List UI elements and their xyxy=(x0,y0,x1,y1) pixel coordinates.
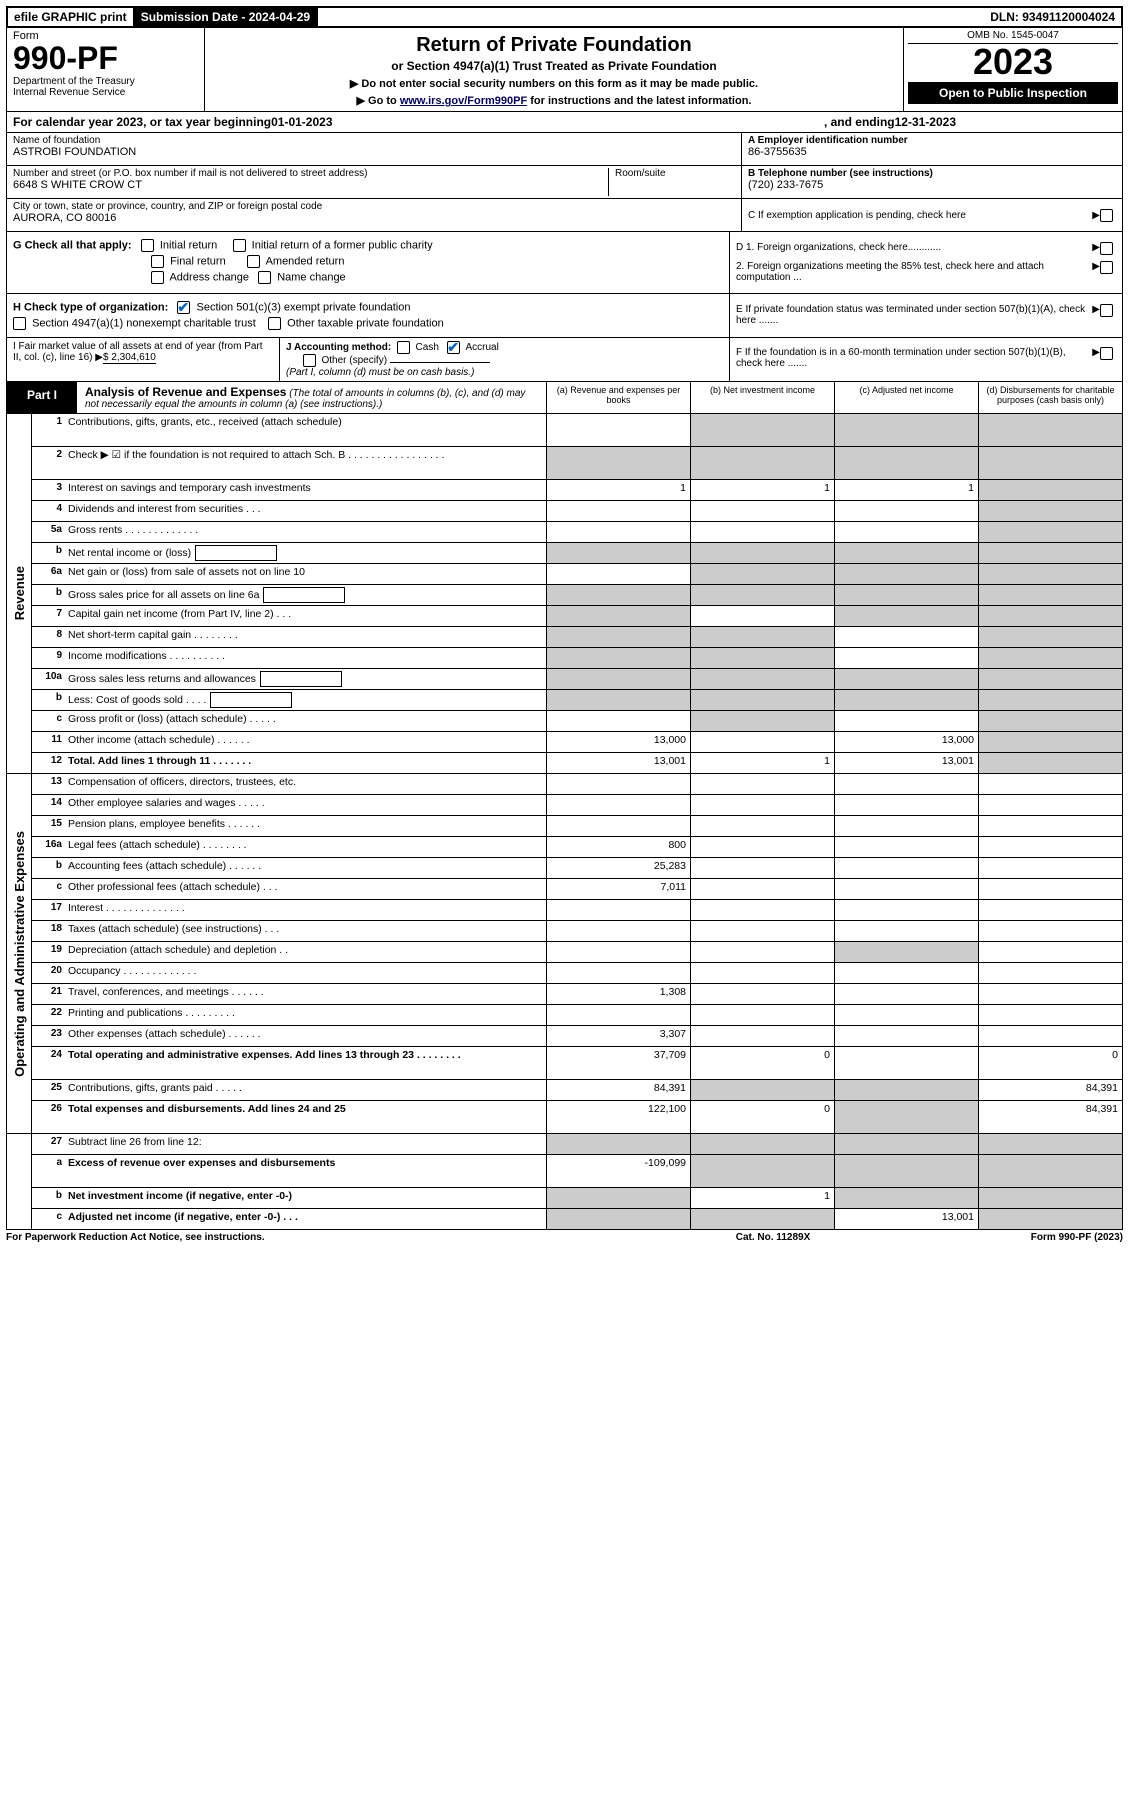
form-subtitle: or Section 4947(a)(1) Trust Treated as P… xyxy=(213,59,895,73)
h-4947[interactable] xyxy=(13,317,26,330)
g-final-return[interactable] xyxy=(151,255,164,268)
j-other[interactable] xyxy=(303,354,316,367)
d1-checkbox[interactable] xyxy=(1100,242,1113,255)
submission-date: Submission Date - 2024-04-29 xyxy=(135,8,318,26)
dln: DLN: 93491120004024 xyxy=(984,8,1121,26)
revenue-section: Revenue 1Contributions, gifts, grants, e… xyxy=(6,414,1123,774)
part-label: Part I xyxy=(7,382,77,413)
year-end: 12-31-2023 xyxy=(895,115,956,129)
expenses-section: Operating and Administrative Expenses 13… xyxy=(6,774,1123,1134)
checks-he: H Check type of organization: Section 50… xyxy=(6,294,1123,338)
name-label: Name of foundation xyxy=(13,135,735,146)
g-initial-former[interactable] xyxy=(233,239,246,252)
e-checkbox[interactable] xyxy=(1100,304,1113,317)
ein-value: 86-3755635 xyxy=(748,146,807,158)
form-title: Return of Private Foundation xyxy=(213,34,895,57)
ein-label: A Employer identification number xyxy=(748,135,908,146)
line27-section: 27Subtract line 26 from line 12: aExcess… xyxy=(6,1134,1123,1230)
room-label: Room/suite xyxy=(615,168,735,179)
street-address: 6648 S WHITE CROW CT xyxy=(13,179,608,191)
foundation-name: ASTROBI FOUNDATION xyxy=(13,146,735,158)
f-checkbox[interactable] xyxy=(1100,347,1113,360)
instr-1: ▶ Do not enter social security numbers o… xyxy=(213,77,895,90)
topbar: efile GRAPHIC print Submission Date - 20… xyxy=(6,6,1123,28)
h-501c3[interactable] xyxy=(177,301,190,314)
checks-ijf: I Fair market value of all assets at end… xyxy=(6,338,1123,382)
c-checkbox[interactable] xyxy=(1100,209,1113,222)
form-number: 990-PF xyxy=(13,42,198,74)
footer-mid: Cat. No. 11289X xyxy=(623,1232,923,1243)
part1-header: Part I Analysis of Revenue and Expenses … xyxy=(6,382,1123,414)
revenue-label: Revenue xyxy=(7,414,32,773)
g-amended[interactable] xyxy=(247,255,260,268)
col-a: (a) Revenue and expenses per books xyxy=(546,382,690,413)
city-label: City or town, state or province, country… xyxy=(13,201,735,212)
page-footer: For Paperwork Reduction Act Notice, see … xyxy=(6,1232,1123,1243)
phone-label: B Telephone number (see instructions) xyxy=(748,168,933,179)
footer-left: For Paperwork Reduction Act Notice, see … xyxy=(6,1232,623,1243)
open-public: Open to Public Inspection xyxy=(908,82,1118,104)
calendar-row: For calendar year 2023, or tax year begi… xyxy=(6,112,1123,133)
form-header: Form 990-PF Department of the TreasuryIn… xyxy=(6,28,1123,112)
g-address-change[interactable] xyxy=(151,271,164,284)
fmv-value: $ 2,304,610 xyxy=(103,352,156,364)
expenses-label: Operating and Administrative Expenses xyxy=(7,774,32,1133)
irs-link[interactable]: www.irs.gov/Form990PF xyxy=(400,95,527,107)
d2-checkbox[interactable] xyxy=(1100,261,1113,274)
year-begin: 01-01-2023 xyxy=(271,115,332,129)
city-state-zip: AURORA, CO 80016 xyxy=(13,212,735,224)
efile-label[interactable]: efile GRAPHIC print xyxy=(8,8,135,26)
c-label: C If exemption application is pending, c… xyxy=(748,210,1092,221)
g-initial-return[interactable] xyxy=(141,239,154,252)
col-b: (b) Net investment income xyxy=(690,382,834,413)
instr-2: ▶ Go to www.irs.gov/Form990PF for instru… xyxy=(213,94,895,107)
j-accrual[interactable] xyxy=(447,341,460,354)
phone-value: (720) 233-7675 xyxy=(748,179,823,191)
j-cash[interactable] xyxy=(397,341,410,354)
col-d: (d) Disbursements for charitable purpose… xyxy=(978,382,1122,413)
checks-gd: G Check all that apply: Initial return I… xyxy=(6,232,1123,294)
tax-year: 2023 xyxy=(908,44,1118,80)
col-c: (c) Adjusted net income xyxy=(834,382,978,413)
addr-label: Number and street (or P.O. box number if… xyxy=(13,168,608,179)
entity-block: Name of foundation ASTROBI FOUNDATION Nu… xyxy=(6,133,1123,232)
h-other-taxable[interactable] xyxy=(268,317,281,330)
g-name-change[interactable] xyxy=(258,271,271,284)
footer-right: Form 990-PF (2023) xyxy=(923,1232,1123,1243)
dept-label: Department of the TreasuryInternal Reven… xyxy=(13,76,198,98)
